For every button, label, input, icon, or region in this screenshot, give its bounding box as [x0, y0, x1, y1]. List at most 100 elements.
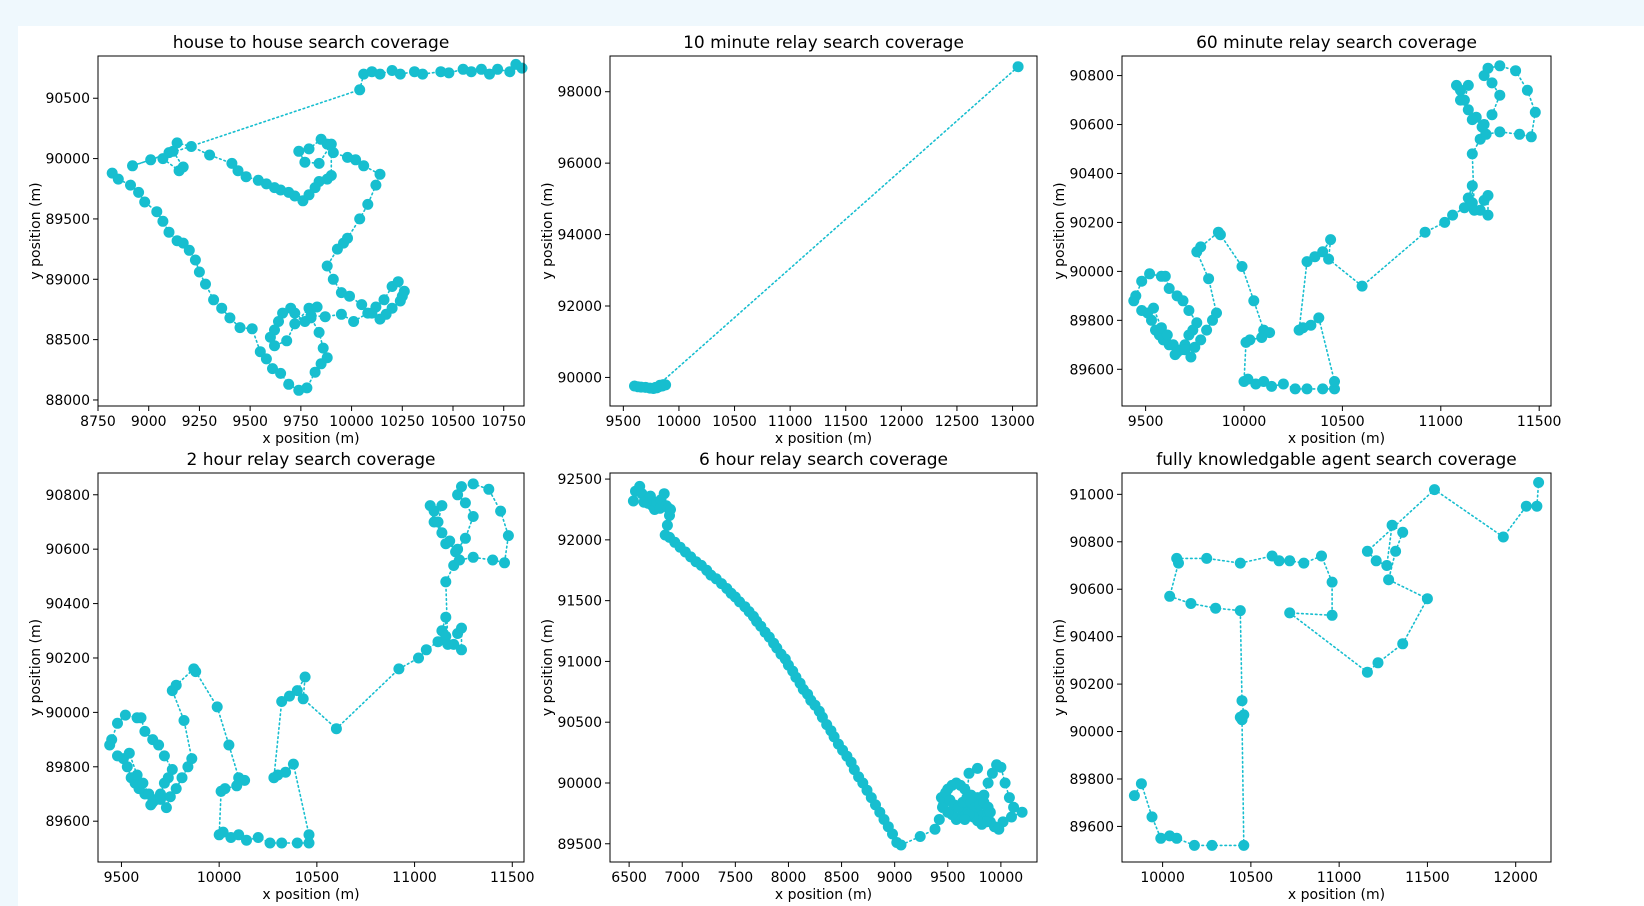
data-point	[1264, 327, 1276, 339]
y-tick-label: 90000	[1069, 264, 1114, 280]
data-point	[137, 777, 149, 789]
plot-frame	[97, 55, 525, 407]
data-point	[1298, 557, 1310, 569]
data-point	[929, 823, 941, 835]
data-point	[160, 802, 172, 814]
data-point	[226, 157, 238, 169]
data-point	[127, 160, 138, 172]
data-point	[1529, 106, 1541, 118]
x-tick-label: 9500	[104, 870, 140, 886]
x-tick-label: 13000	[990, 414, 1035, 430]
y-axis-label: y position (m)	[1052, 182, 1068, 279]
data-point	[1439, 216, 1451, 228]
data-point	[234, 322, 246, 334]
data-point	[232, 165, 244, 177]
data-point	[277, 307, 289, 319]
data-point	[1325, 234, 1337, 246]
data-point	[1214, 229, 1226, 241]
chart-title: 6 hour relay search coverage	[699, 450, 948, 470]
data-point	[627, 495, 639, 507]
chart-panel-4: 2 hour relay search coverage 9500 10000 105…	[28, 450, 535, 903]
data-point	[1256, 332, 1268, 343]
data-point	[1183, 305, 1195, 316]
data-point	[177, 237, 189, 249]
data-point	[1203, 273, 1215, 285]
data-point	[133, 186, 145, 198]
data-point	[499, 557, 510, 569]
data-point	[435, 66, 447, 78]
data-point	[502, 530, 514, 542]
y-tick-label: 91000	[1069, 487, 1114, 503]
x-tick-label: 10000	[329, 414, 374, 430]
data-point	[1128, 790, 1140, 802]
data-point	[166, 764, 178, 775]
data-point	[386, 65, 398, 76]
data-point	[1248, 295, 1260, 307]
y-axis-label: y position (m)	[540, 619, 556, 716]
data-point	[1238, 709, 1250, 721]
data-point	[999, 777, 1011, 789]
data-point	[1206, 839, 1218, 851]
data-point	[157, 153, 169, 165]
plot-frame	[609, 55, 1038, 407]
data-point	[1468, 204, 1480, 216]
data-point	[342, 151, 353, 163]
x-tick-label: 12500	[935, 414, 980, 430]
data-point	[1003, 792, 1015, 804]
y-tick-label: 90800	[1069, 535, 1114, 551]
data-point	[1185, 351, 1197, 363]
data-point	[1429, 484, 1440, 496]
data-point	[121, 761, 133, 773]
data-point	[1242, 373, 1254, 385]
data-point	[299, 671, 311, 683]
data-point	[297, 195, 309, 207]
data-point	[487, 554, 499, 566]
y-tick-label: 90200	[1069, 215, 1114, 231]
data-point	[1361, 545, 1373, 557]
data-point	[139, 725, 151, 737]
x-tick-label: 10750	[481, 414, 526, 430]
y-axis-label: y position (m)	[1052, 619, 1068, 716]
data-point	[281, 335, 293, 347]
data-point	[325, 138, 337, 150]
x-axis-label: x position (m)	[775, 431, 872, 447]
data-point	[233, 829, 245, 841]
figure: house to house search coverage 8750 9000 92…	[18, 26, 1644, 906]
data-point	[1164, 590, 1176, 602]
data-point	[392, 276, 404, 288]
data-point	[1183, 329, 1195, 341]
data-point	[1201, 324, 1213, 336]
data-point	[264, 837, 276, 849]
data-point	[452, 543, 464, 555]
data-point	[342, 232, 353, 244]
data-point	[495, 505, 507, 517]
x-axis-label: x position (m)	[262, 431, 359, 447]
data-point	[158, 750, 170, 762]
data-point	[440, 630, 452, 642]
data-point	[239, 774, 251, 786]
data-point	[475, 63, 487, 75]
y-tick-label: 92500	[557, 472, 602, 488]
data-point	[327, 147, 339, 159]
data-point	[1462, 79, 1474, 91]
data-point	[297, 693, 309, 705]
data-point	[284, 690, 295, 702]
data-point	[370, 179, 382, 191]
data-point	[1016, 806, 1028, 818]
data-point	[1284, 555, 1296, 567]
x-tick-label: 9750	[283, 414, 319, 430]
data-point	[1316, 550, 1327, 562]
data-point	[182, 761, 194, 773]
x-axis-label: x position (m)	[1288, 887, 1385, 903]
data-point	[394, 295, 406, 307]
y-tick-label: 90600	[45, 542, 90, 558]
data-point	[1370, 555, 1382, 567]
data-point	[1136, 275, 1148, 287]
x-tick-label: 11500	[1405, 870, 1450, 886]
data-point	[208, 294, 220, 306]
data-point	[215, 785, 227, 797]
data-point	[986, 767, 998, 779]
data-point	[1301, 383, 1313, 395]
data-point	[299, 156, 311, 168]
data-point	[366, 307, 378, 319]
